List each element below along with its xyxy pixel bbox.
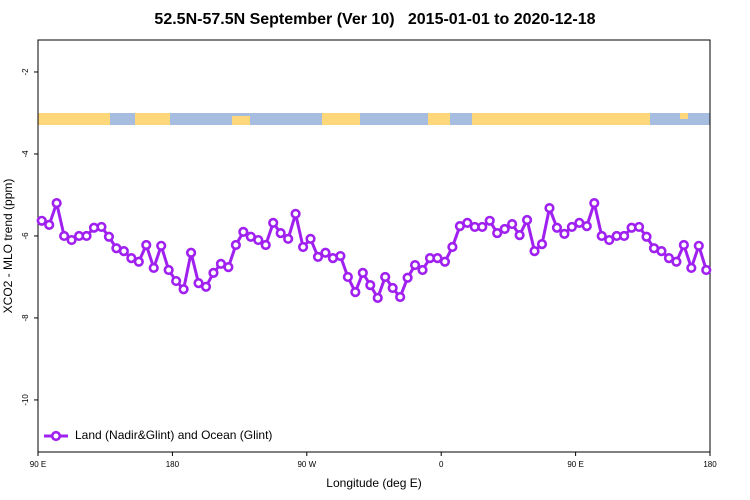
- point: [156, 240, 167, 251]
- point: [238, 226, 249, 237]
- x-tick-label: 90 E: [567, 460, 583, 469]
- point: [514, 230, 525, 241]
- point: [432, 252, 443, 264]
- x-axis-label: Longitude (deg E): [326, 476, 421, 490]
- point: [44, 219, 55, 230]
- point: [529, 246, 540, 257]
- point: [223, 262, 234, 273]
- point: [604, 234, 615, 246]
- point: [477, 221, 488, 233]
- point: [342, 271, 353, 283]
- point: [357, 267, 368, 278]
- x-tick-label: 180: [703, 460, 717, 469]
- point: [320, 247, 331, 258]
- point: [133, 256, 144, 267]
- plot-frame: [37, 39, 711, 453]
- point: [641, 231, 652, 242]
- point: [178, 284, 189, 295]
- legend-marker: [50, 430, 62, 442]
- y-tick-label: -8: [21, 314, 30, 322]
- point: [290, 208, 301, 219]
- point: [566, 221, 577, 233]
- point: [350, 287, 361, 298]
- point: [118, 246, 129, 257]
- point: [656, 246, 667, 257]
- point: [536, 239, 548, 250]
- point: [59, 230, 70, 242]
- point: [126, 252, 137, 264]
- point: [380, 271, 391, 283]
- point: [395, 291, 406, 303]
- point: [275, 227, 286, 239]
- point: [447, 241, 458, 253]
- y-tick-label: -4: [21, 150, 30, 158]
- y-tick-label: -2: [21, 68, 30, 76]
- point: [268, 217, 279, 228]
- point: [36, 215, 47, 226]
- point: [163, 264, 174, 276]
- point: [693, 240, 704, 251]
- point: [484, 215, 495, 226]
- y-tick-label: -6: [21, 232, 30, 240]
- point: [305, 233, 316, 244]
- point: [103, 231, 115, 242]
- point: [678, 239, 689, 251]
- point: [148, 262, 159, 274]
- point: [402, 272, 413, 283]
- point: [208, 267, 219, 278]
- y-axis-label: XCO2 - MLO trend (ppm): [1, 179, 15, 314]
- point: [171, 275, 182, 287]
- x-tick-label: 90 E: [30, 460, 46, 469]
- point: [253, 234, 264, 246]
- point: [596, 230, 607, 242]
- y-tick-label: -10: [21, 394, 30, 406]
- point: [559, 228, 570, 240]
- point: [633, 221, 645, 233]
- point: [589, 198, 600, 209]
- point: [312, 251, 324, 262]
- point: [701, 264, 712, 276]
- point: [507, 218, 518, 230]
- point: [462, 217, 473, 228]
- land-ocean-strip: [38, 113, 710, 125]
- chart-title: 52.5N-57.5N September (Ver 10) 2015-01-0…: [154, 11, 595, 28]
- point: [51, 198, 62, 209]
- point: [521, 214, 533, 226]
- point: [185, 247, 197, 258]
- point: [200, 281, 212, 292]
- point: [686, 262, 697, 274]
- point: [581, 221, 592, 232]
- point: [283, 233, 294, 244]
- point: [387, 282, 398, 294]
- point: [492, 227, 503, 239]
- point: [663, 252, 675, 264]
- point: [499, 223, 510, 235]
- point: [260, 239, 271, 251]
- point: [409, 259, 421, 271]
- point: [671, 256, 682, 267]
- legend-label: Land (Nadir&Glint) and Ocean (Glint): [75, 428, 272, 442]
- point: [193, 278, 204, 289]
- point: [372, 292, 383, 303]
- point: [619, 230, 630, 242]
- point: [230, 239, 241, 251]
- point: [96, 221, 107, 233]
- point: [81, 230, 92, 242]
- point: [141, 239, 152, 251]
- x-tick-label: 0: [439, 460, 444, 469]
- point: [439, 256, 451, 267]
- point: [551, 222, 563, 233]
- point: [66, 234, 77, 246]
- x-tick-label: 180: [166, 460, 180, 469]
- point: [544, 202, 555, 214]
- point: [297, 241, 309, 253]
- point: [417, 264, 428, 276]
- point: [365, 280, 376, 291]
- x-tick-label: 90 W: [297, 460, 316, 469]
- point: [335, 250, 346, 262]
